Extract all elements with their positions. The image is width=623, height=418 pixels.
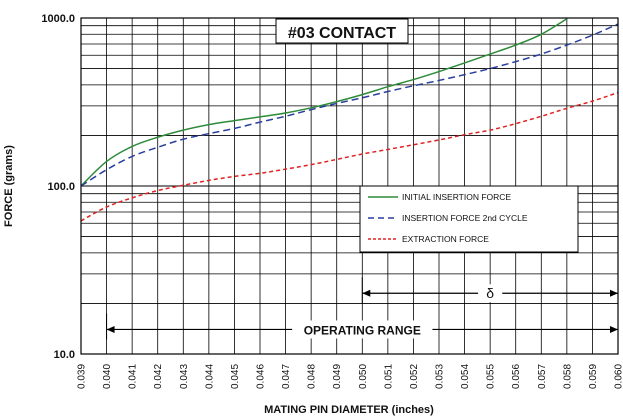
x-tick-label: 0.050 <box>358 364 369 389</box>
x-tick-label: 0.041 <box>128 364 139 389</box>
series-insertion-2nd-cycle-line <box>81 23 618 187</box>
x-tick-label: 0.056 <box>511 364 522 389</box>
x-tick-label: 0.042 <box>153 364 164 389</box>
x-tick-label: 0.039 <box>77 364 88 389</box>
operating-range-arrowhead <box>106 325 115 333</box>
delta-range-label: δ <box>486 285 494 301</box>
x-tick-label: 0.057 <box>537 364 548 389</box>
x-tick-label: 0.049 <box>332 364 343 389</box>
annotations: OPERATING RANGE δ <box>106 277 619 340</box>
x-tick-label: 0.058 <box>562 364 573 389</box>
x-tick-label: 0.053 <box>435 364 446 389</box>
x-tick-label: 0.055 <box>486 364 497 389</box>
x-tick-label: 0.052 <box>409 364 420 389</box>
chart-title: #03 CONTACT <box>288 25 396 42</box>
legend-label-initial: INITIAL INSERTION FORCE <box>402 192 511 202</box>
legend-label-extraction: EXTRACTION FORCE <box>402 234 489 244</box>
legend-label-2nd-cycle: INSERTION FORCE 2nd CYCLE <box>402 213 528 223</box>
x-tick-label: 0.060 <box>614 364 623 389</box>
tick-labels: 0.039 0.040 0.041 0.042 0.043 0.044 0.045 0.046… <box>41 13 623 389</box>
x-tick-label: 0.044 <box>204 364 215 389</box>
x-tick-label: 0.054 <box>460 364 471 389</box>
x-tick-label: 0.051 <box>383 364 394 389</box>
x-tick-label: 0.048 <box>307 364 318 389</box>
delta-range-label-bg <box>478 284 503 303</box>
x-tick-label: 0.046 <box>256 364 267 389</box>
y-tick-label: 10.0 <box>54 349 75 361</box>
x-tick-label: 0.045 <box>230 364 241 389</box>
delta-range-arrowhead <box>362 289 371 297</box>
operating-range-label-bg <box>292 320 433 339</box>
title-box <box>275 18 409 44</box>
operating-range-arrowhead <box>610 325 618 333</box>
x-tick-label: 0.043 <box>179 364 190 389</box>
y-axis-label: FORCE (grams) <box>3 145 15 227</box>
plot-border <box>80 17 619 355</box>
y-tick-label: 100.0 <box>47 181 75 193</box>
series-initial-insertion-line <box>81 18 568 187</box>
legend: INITIAL INSERTION FORCE INSERTION FORCE … <box>359 185 579 253</box>
x-axis-label: MATING PIN DIAMETER (inches) <box>264 404 434 416</box>
series-lines <box>81 18 618 222</box>
x-tick-label: 0.059 <box>588 364 599 389</box>
x-tick-label: 0.040 <box>102 364 113 389</box>
delta-range-arrowhead <box>610 289 618 297</box>
y-tick-label: 1000.0 <box>41 13 75 25</box>
x-tick-label: 0.047 <box>281 364 292 389</box>
operating-range-label: OPERATING RANGE <box>304 323 421 337</box>
